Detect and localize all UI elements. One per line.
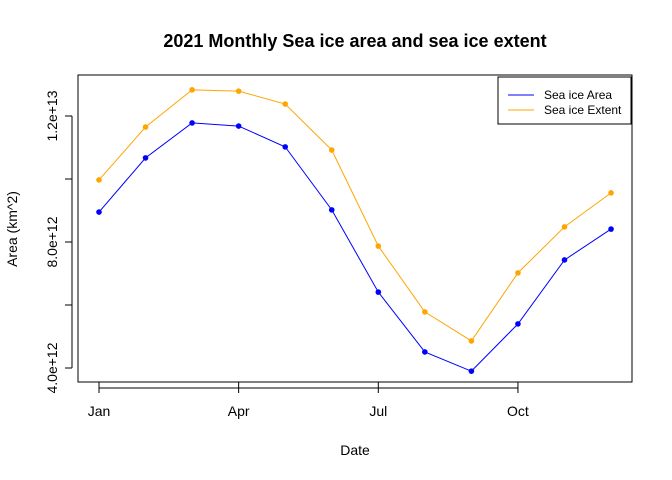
x-tick-label: Jan	[88, 403, 111, 419]
data-point	[328, 207, 335, 213]
plot-frame	[77, 74, 633, 383]
x-tick-label: Oct	[507, 403, 529, 419]
y-axis-label: Area (km^2)	[4, 191, 20, 267]
x-axis: Jan Apr Jul Oct	[88, 382, 529, 419]
data-point	[142, 155, 149, 161]
data-point	[189, 87, 195, 93]
data-point	[561, 257, 568, 263]
legend-label-extent: Sea ice Extent	[544, 103, 622, 117]
data-point	[282, 144, 289, 150]
data-point	[561, 224, 568, 230]
series-line-area	[98, 122, 612, 372]
data-point	[515, 270, 521, 276]
data-point	[189, 120, 195, 126]
data-point	[375, 243, 382, 249]
y-axis: 4.0e+12 8.0e+12 1.2e+13	[44, 90, 73, 394]
legend-label-area: Sea ice Area	[544, 88, 612, 102]
data-point	[375, 289, 382, 295]
data-point	[468, 368, 475, 374]
data-point	[468, 338, 475, 344]
y-tick-label: 1.2e+13	[44, 90, 60, 141]
data-point	[282, 101, 289, 107]
x-tick-label: Jul	[369, 403, 387, 419]
data-point	[235, 123, 242, 129]
x-axis-label: Date	[340, 442, 370, 458]
y-tick-label: 8.0e+12	[44, 216, 60, 267]
data-point	[515, 321, 521, 327]
legend-box	[497, 76, 632, 125]
series-group	[96, 87, 614, 374]
series-line-extent	[98, 89, 612, 342]
data-point	[608, 190, 614, 196]
data-point	[422, 349, 428, 355]
data-point	[608, 226, 614, 232]
data-point	[235, 88, 242, 94]
x-tick-label: Apr	[228, 403, 250, 419]
data-point	[96, 209, 102, 215]
data-point	[96, 177, 102, 183]
y-tick-label: 4.0e+12	[44, 342, 60, 393]
data-point	[142, 124, 149, 130]
data-point	[422, 309, 428, 315]
legend: Sea ice Area Sea ice Extent	[497, 76, 632, 125]
data-point	[328, 147, 335, 153]
chart-title: 2021 Monthly Sea ice area and sea ice ex…	[163, 31, 546, 51]
